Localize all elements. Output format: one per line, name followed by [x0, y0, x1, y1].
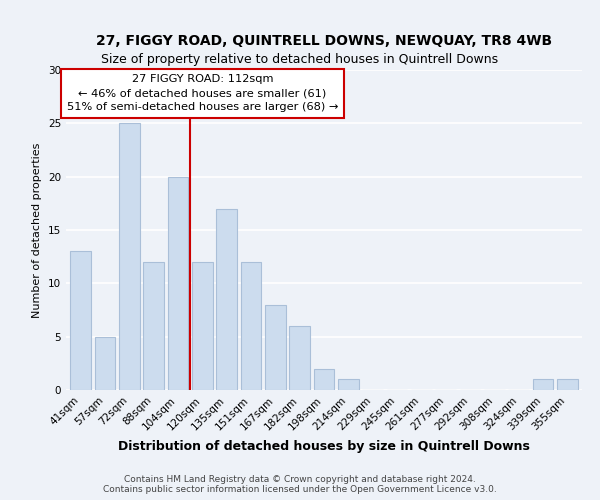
Bar: [95, 336, 115, 390]
Text: Contains public sector information licensed under the Open Government Licence v3: Contains public sector information licen…: [103, 485, 497, 494]
Bar: [216, 208, 237, 390]
Bar: [70, 252, 91, 390]
Bar: [314, 368, 334, 390]
Bar: [119, 124, 140, 390]
Bar: [338, 380, 359, 390]
Bar: [241, 262, 262, 390]
Bar: [557, 380, 578, 390]
Bar: [533, 380, 553, 390]
Text: Contains HM Land Registry data © Crown copyright and database right 2024.: Contains HM Land Registry data © Crown c…: [124, 475, 476, 484]
Bar: [143, 262, 164, 390]
Bar: [289, 326, 310, 390]
X-axis label: Distribution of detached houses by size in Quintrell Downs: Distribution of detached houses by size …: [118, 440, 530, 453]
Bar: [192, 262, 212, 390]
Text: Size of property relative to detached houses in Quintrell Downs: Size of property relative to detached ho…: [101, 52, 499, 66]
Bar: [167, 176, 188, 390]
Title: 27, FIGGY ROAD, QUINTRELL DOWNS, NEWQUAY, TR8 4WB: 27, FIGGY ROAD, QUINTRELL DOWNS, NEWQUAY…: [96, 34, 552, 48]
Text: 27 FIGGY ROAD: 112sqm
← 46% of detached houses are smaller (61)
51% of semi-deta: 27 FIGGY ROAD: 112sqm ← 46% of detached …: [67, 74, 338, 112]
Bar: [265, 304, 286, 390]
Y-axis label: Number of detached properties: Number of detached properties: [32, 142, 43, 318]
